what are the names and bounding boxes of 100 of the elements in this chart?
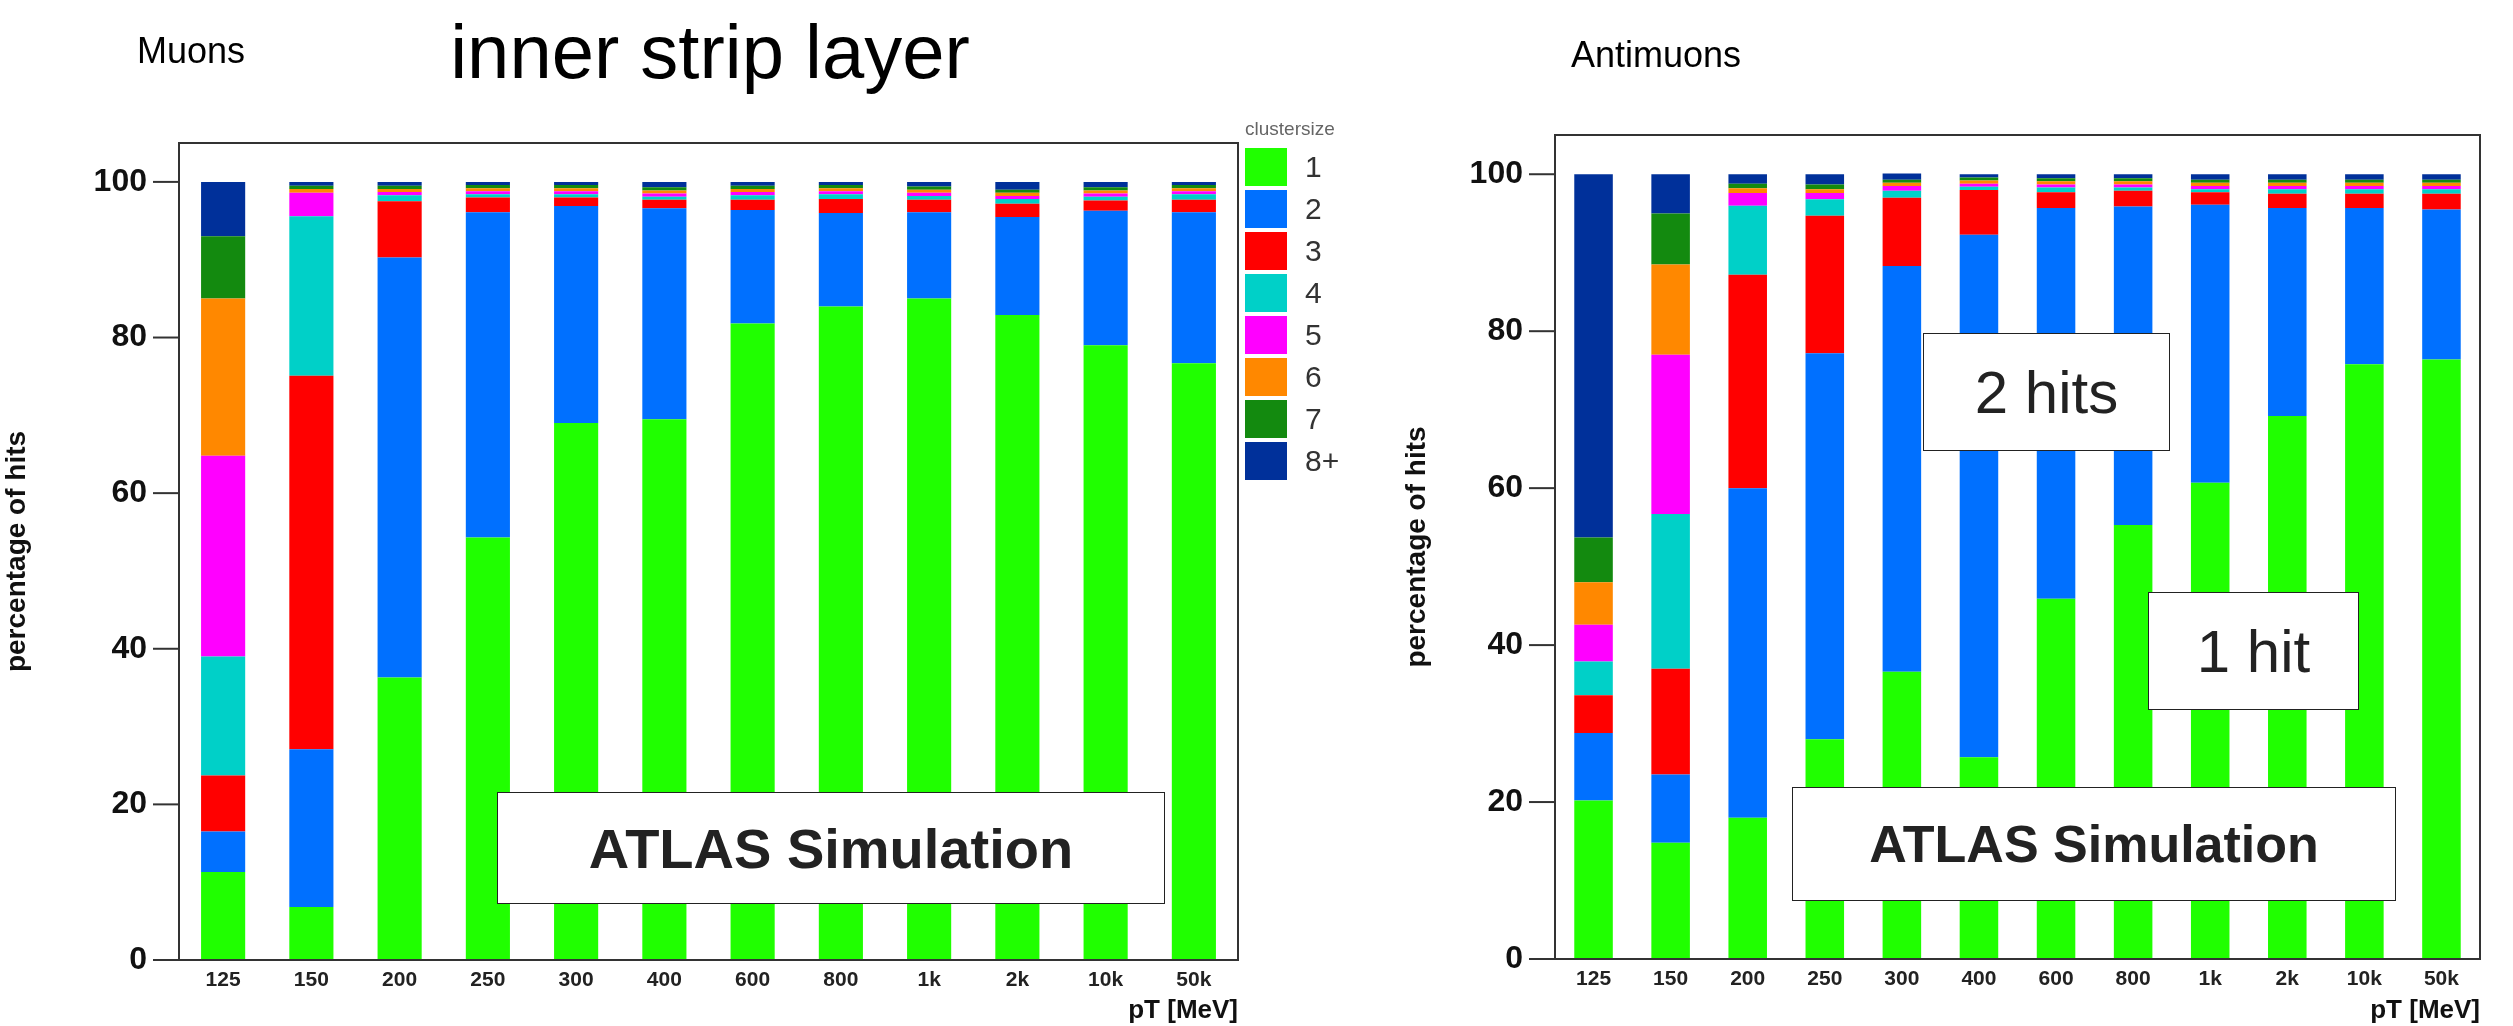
bar (2268, 207, 2307, 416)
x-tick-label: 800 (823, 967, 859, 991)
y-axis-title: percentage of hits (0, 430, 31, 673)
bar (2422, 189, 2461, 194)
bar (642, 208, 687, 420)
bar (289, 192, 334, 217)
bar (377, 181, 422, 186)
bar (1083, 200, 1128, 211)
y-tick-label: 40 (1487, 624, 1523, 661)
label-box: ATLAS Simulation (497, 792, 1165, 904)
bar (201, 298, 246, 456)
bar (1728, 488, 1767, 818)
bar (1574, 624, 1613, 662)
bar (2190, 192, 2230, 205)
chart-subtitle: inner strip layer (450, 8, 970, 95)
y-tick-label: 80 (1487, 311, 1523, 348)
bar (818, 199, 863, 214)
bar (730, 209, 775, 324)
bar (1882, 186, 1922, 191)
bar (289, 188, 334, 193)
bar (1171, 199, 1216, 213)
bar (2345, 207, 2384, 365)
legend-label: 7 (1305, 402, 1322, 436)
bar (2268, 174, 2307, 180)
bar (2345, 186, 2384, 190)
bar (2036, 174, 2076, 179)
y-tick-label: 80 (111, 317, 147, 354)
x-tick-label: 250 (1807, 966, 1843, 990)
legend-label: 8+ (1305, 444, 1340, 478)
bar (995, 203, 1040, 217)
y-tick-label: 0 (129, 939, 147, 976)
bar (377, 201, 422, 258)
bar (730, 199, 775, 210)
x-tick-label: 10k (2346, 966, 2383, 990)
x-tick-label: 200 (382, 967, 418, 991)
bar (1882, 173, 1922, 180)
label-box: 1 hit (2148, 592, 2359, 710)
y-tick-label: 60 (1487, 467, 1523, 504)
bar (1805, 184, 1845, 190)
x-tick-label: 125 (1576, 966, 1612, 990)
y-tick-label: 100 (93, 161, 147, 198)
bar (1651, 514, 1690, 669)
bar (995, 216, 1040, 315)
x-tick-label: 2k (1005, 967, 1030, 991)
x-tick-label: 10k (1088, 967, 1124, 991)
bar (907, 181, 952, 187)
bar (1171, 363, 1216, 960)
bar (289, 216, 334, 376)
bar (1651, 774, 1690, 843)
bar (995, 181, 1040, 190)
bar (1728, 205, 1767, 275)
x-tick-label: 125 (205, 967, 241, 991)
bar (1882, 190, 1922, 198)
x-tick-label: 800 (2115, 966, 2151, 990)
bar (2268, 182, 2307, 187)
bar (2422, 186, 2461, 190)
bar (1959, 189, 1999, 235)
x-tick-label: 150 (1653, 966, 1689, 990)
x-tick-label: 600 (735, 967, 771, 991)
bar (2190, 182, 2230, 187)
y-tick-label: 20 (111, 784, 147, 821)
bar (1574, 661, 1613, 696)
bar (2422, 209, 2461, 360)
legend-label: 2 (1305, 192, 1322, 226)
y-tick-label: 40 (111, 628, 147, 665)
bar (1651, 213, 1690, 265)
chart-title: Muons (137, 30, 246, 72)
x-tick-label: 300 (1884, 966, 1920, 990)
bar (730, 195, 775, 200)
bar (2190, 204, 2230, 483)
bar (201, 775, 246, 832)
bar (907, 199, 952, 213)
label-box: 2 hits (1923, 333, 2170, 451)
x-tick-label: 300 (558, 967, 594, 991)
bar (818, 181, 863, 186)
bar (289, 907, 334, 960)
bar (2422, 174, 2461, 180)
bar (1805, 353, 1845, 740)
bar (554, 206, 599, 424)
bar (1171, 212, 1216, 364)
bar (2422, 182, 2461, 187)
x-axis-title: pT [MeV] (1128, 993, 1238, 1024)
bar (289, 185, 334, 189)
bar (1651, 842, 1690, 959)
bar (818, 194, 863, 200)
bar (377, 192, 422, 196)
bar (465, 197, 510, 213)
bar (377, 677, 422, 960)
x-tick-label: 400 (1961, 966, 1997, 990)
x-tick-label: 150 (293, 967, 329, 991)
bar (1805, 199, 1845, 216)
bar (1651, 264, 1690, 355)
bar (2268, 189, 2307, 194)
x-tick-label: 600 (2038, 966, 2074, 990)
bar (1805, 215, 1845, 354)
bar (2345, 182, 2384, 187)
bar (377, 257, 422, 678)
bar (1083, 210, 1128, 346)
bar (201, 656, 246, 776)
legend-label: 1 (1305, 150, 1322, 184)
